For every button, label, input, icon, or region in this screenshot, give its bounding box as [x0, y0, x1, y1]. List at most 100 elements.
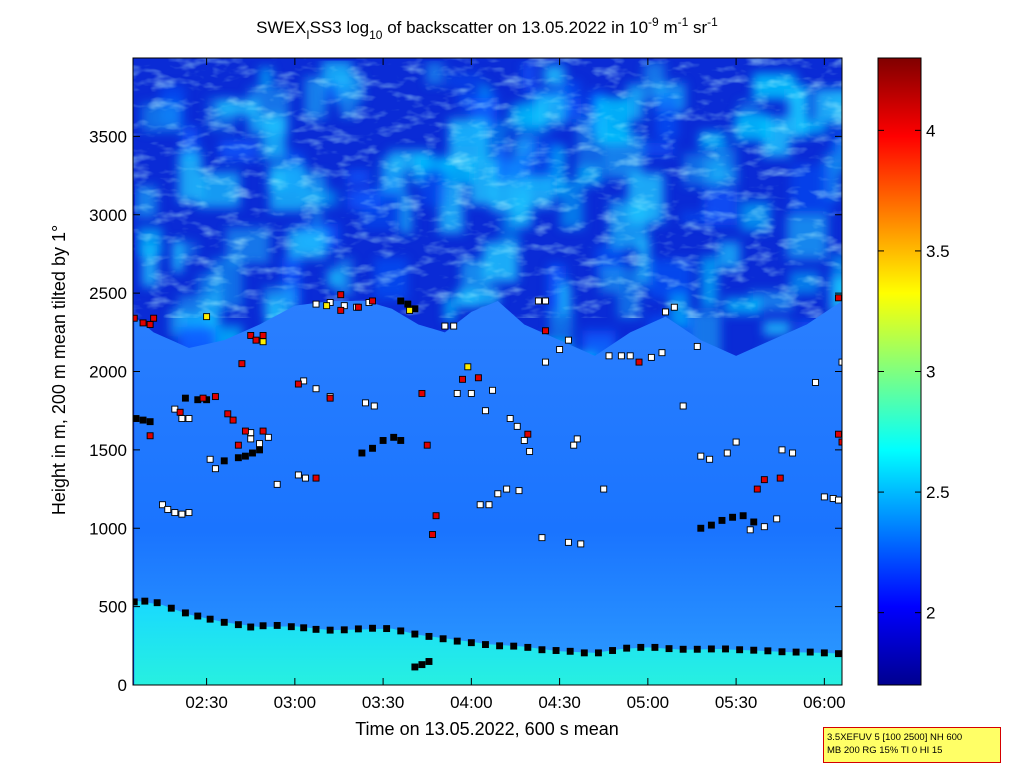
layer-marker-black: [379, 437, 387, 444]
layer-marker-white: [789, 449, 797, 457]
layer-marker-black: [220, 457, 228, 465]
layer-marker-black: [566, 647, 574, 655]
layer-marker-white: [534, 297, 542, 305]
layer-marker-white: [453, 389, 461, 397]
x-tick-label: 04:00: [450, 693, 493, 712]
y-tick-label: 3000: [89, 206, 127, 225]
layer-marker-white: [159, 501, 166, 509]
layer-marker-red: [199, 394, 207, 402]
layer-marker-yellow: [406, 306, 414, 314]
layer-marker-white: [812, 379, 819, 386]
layer-marker-white: [573, 435, 581, 443]
layer-marker-red: [760, 476, 768, 484]
layer-marker-black: [580, 649, 588, 657]
layer-marker-red: [459, 375, 466, 383]
layer-marker-black: [390, 433, 398, 441]
y-tick-label: 1500: [89, 441, 127, 460]
layer-marker-black: [167, 604, 175, 612]
layer-marker-red: [259, 331, 267, 339]
layer-marker-black: [194, 612, 202, 620]
layer-marker-black: [369, 444, 376, 452]
layer-marker-black: [609, 647, 617, 654]
layer-marker-red: [229, 416, 237, 424]
layer-marker-yellow: [259, 338, 267, 346]
layer-marker-red: [432, 512, 440, 520]
y-tick-label: 2500: [89, 284, 127, 303]
cloud-patch: [763, 321, 791, 336]
layer-marker-black: [256, 446, 264, 454]
layer-marker-red: [369, 297, 376, 305]
layer-marker-white: [617, 352, 625, 360]
detected-layer-markers: [133, 291, 842, 671]
layer-marker-black: [707, 521, 715, 529]
x-tick-label: 04:30: [538, 693, 581, 712]
layer-marker-red: [337, 306, 345, 314]
layer-marker-red: [835, 294, 842, 302]
layer-marker-red: [252, 336, 260, 344]
layer-marker-white: [658, 349, 666, 357]
layer-marker-white: [494, 490, 502, 498]
colorbar-tick-label: 4: [926, 121, 935, 140]
settings-line-1: 3.5XEFUV 5 [100 2500] NH 600: [827, 732, 963, 743]
layer-marker-white: [503, 485, 511, 493]
layer-marker-red: [542, 327, 549, 335]
layer-marker-black: [482, 641, 489, 649]
layer-marker-black: [739, 512, 747, 520]
layer-marker-black: [383, 625, 391, 633]
layer-marker-black: [300, 624, 308, 632]
layer-marker-black: [510, 642, 518, 650]
layer-marker-black: [340, 626, 348, 634]
layer-marker-red: [838, 438, 842, 446]
layer-marker-black: [418, 661, 426, 669]
layer-marker-white: [662, 308, 669, 316]
layer-marker-red: [423, 441, 431, 449]
layer-marker-white: [520, 437, 528, 444]
layer-marker-white: [626, 352, 634, 360]
layer-marker-red: [835, 430, 842, 438]
layer-marker-white: [370, 402, 378, 410]
layer-marker-black: [146, 418, 154, 426]
layer-marker-white: [476, 501, 484, 509]
layer-marker-white: [247, 435, 255, 443]
layer-marker-black: [369, 624, 376, 632]
layer-marker-white: [526, 447, 534, 455]
layer-marker-black: [397, 297, 405, 305]
layer-marker-red: [354, 303, 362, 311]
layer-marker-black: [467, 639, 475, 647]
layer-marker-white: [206, 455, 214, 463]
layer-marker-black: [139, 416, 147, 424]
layer-marker-black: [425, 658, 433, 665]
y-tick-label: 500: [99, 598, 127, 617]
x-axis: 02:30 03:00 03:30 04:00 04:30 05:00 05:30 06:00: [185, 58, 846, 712]
layer-marker-white: [450, 322, 458, 330]
layer-marker-red: [150, 314, 158, 322]
layer-marker-white: [820, 493, 828, 501]
colorbar: [877, 57, 922, 686]
layer-marker-white: [301, 474, 309, 482]
layer-marker-red: [176, 408, 184, 416]
layer-marker-black: [623, 644, 631, 652]
layer-marker-white: [679, 402, 687, 410]
layer-marker-red: [133, 314, 138, 322]
layer-marker-black: [722, 645, 729, 653]
layer-marker-white: [485, 501, 493, 509]
layer-marker-red: [238, 360, 246, 368]
x-tick-label: 02:30: [185, 693, 228, 712]
layer-marker-red: [146, 432, 154, 440]
layer-marker-black: [273, 621, 281, 629]
layer-marker-black: [729, 513, 737, 521]
layer-marker-white: [164, 505, 172, 513]
layer-marker-black: [820, 649, 828, 657]
layer-marker-black: [181, 609, 189, 617]
layer-marker-red: [524, 430, 532, 438]
layer-marker-white: [838, 358, 842, 366]
layer-marker-white: [211, 465, 219, 473]
cloud-patch: [840, 281, 842, 295]
layer-marker-white: [773, 515, 781, 523]
layer-marker-white: [178, 510, 186, 518]
layer-marker-white: [542, 297, 549, 305]
layer-marker-black: [552, 647, 560, 654]
layer-marker-black: [707, 645, 715, 653]
layer-marker-red: [776, 474, 784, 482]
layer-marker-black: [397, 627, 405, 635]
